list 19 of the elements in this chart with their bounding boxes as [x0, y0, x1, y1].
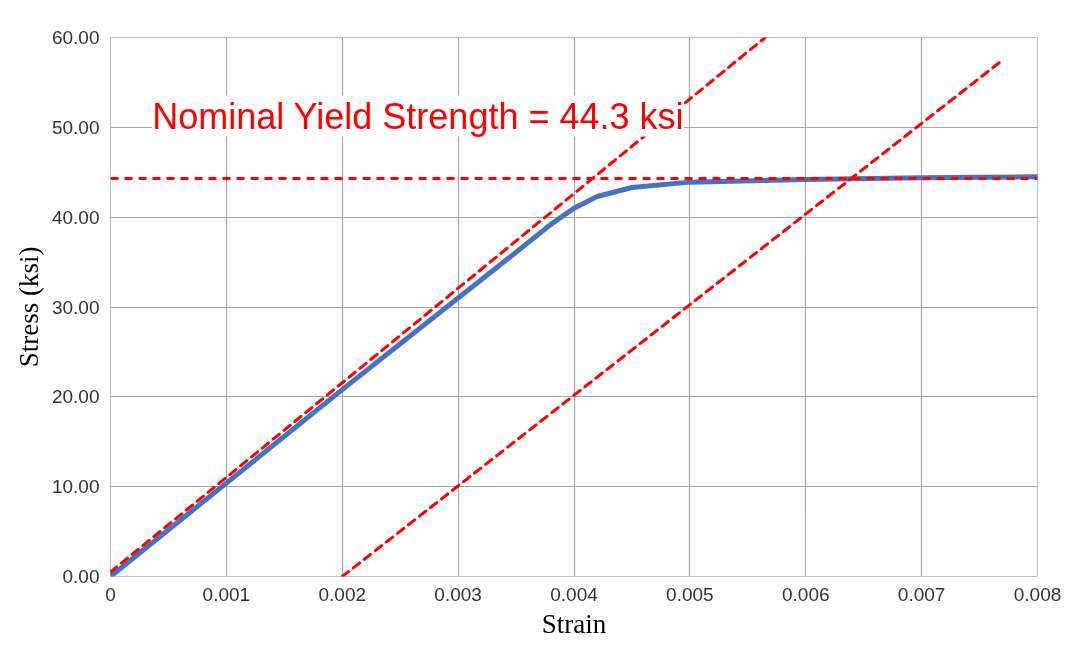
x-tick-label: 0.003: [434, 583, 482, 605]
x-axis-title: Strain: [541, 608, 607, 639]
x-tick-label: 0.004: [550, 583, 599, 605]
x-tick-label: 0.008: [1013, 583, 1062, 605]
y-tick-label: 30.00: [51, 296, 100, 318]
y-tick-label: 10.00: [51, 476, 100, 498]
x-tick-label: 0.006: [781, 583, 830, 605]
y-tick-label: 20.00: [51, 386, 100, 408]
x-tick-label: 0.002: [318, 583, 367, 605]
y-tick-label: 40.00: [51, 206, 100, 228]
y-tick-label: 60.00: [51, 27, 100, 48]
y-tick-label: 0.00: [62, 566, 100, 587]
x-tick-label: 0.001: [202, 583, 251, 605]
y-axis-title: Stress (ksi): [13, 246, 44, 368]
ref-line-label: Nominal Yield Strength = 44.3 ksi: [152, 95, 684, 137]
x-tick-label: 0.007: [897, 583, 946, 605]
x-tick-label: 0: [105, 583, 116, 605]
y-tick-label: 50.00: [51, 116, 100, 138]
x-tick-label: 0.005: [666, 583, 714, 605]
